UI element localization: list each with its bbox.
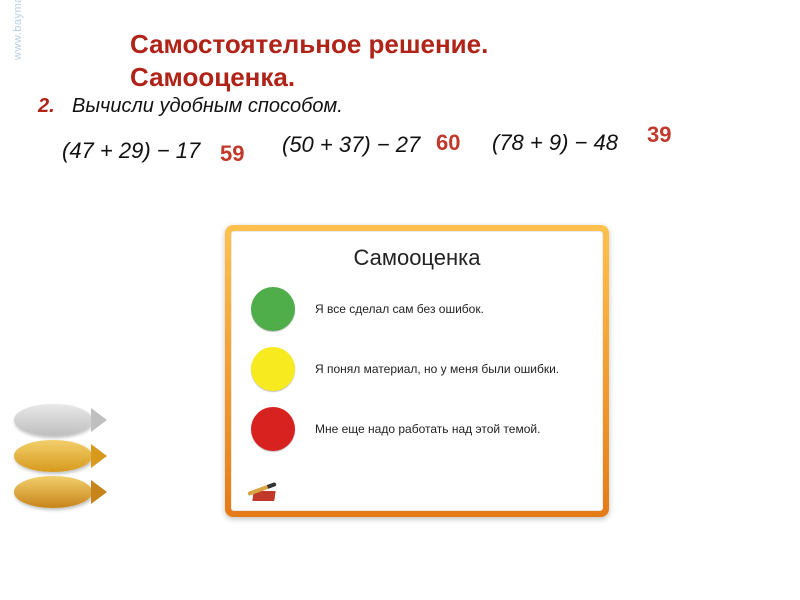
title-line-1: Самостоятельное решение. <box>130 29 488 59</box>
expressions-row: (47 + 29) − 17 59 (50 + 37) − 27 60 (78 … <box>62 130 722 170</box>
card-inner: Самооценка Я все сделал сам без ошибок. … <box>231 231 603 511</box>
answer-1: 59 <box>220 141 244 167</box>
assessment-text-yellow: Я понял материал, но у меня были ошибки. <box>315 361 559 377</box>
assessment-row-yellow: Я понял материал, но у меня были ошибки. <box>251 347 583 391</box>
status-dot-red <box>251 407 295 451</box>
expression-1: (47 + 29) − 17 <box>62 138 200 164</box>
assessment-text-red: Мне еще надо работать над этой темой. <box>315 421 540 437</box>
assessment-row-green: Я все сделал сам без ошибок. <box>251 287 583 331</box>
spiral-decoration <box>0 398 104 588</box>
spiral-ring-3 <box>14 476 92 508</box>
assessment-text-green: Я все сделал сам без ошибок. <box>315 301 484 317</box>
expression-2: (50 + 37) − 27 <box>282 132 420 158</box>
status-dot-yellow <box>251 347 295 391</box>
spiral-ring-2 <box>14 440 92 472</box>
self-assessment-card: Самооценка Я все сделал сам без ошибок. … <box>225 225 609 517</box>
task-instruction: Вычисли удобным способом. <box>72 95 343 118</box>
spiral-ring-1 <box>14 404 92 436</box>
assessment-row-red: Мне еще надо работать над этой темой. <box>251 407 583 451</box>
card-title: Самооценка <box>247 245 587 271</box>
watermark-text: www.baymaks... <box>12 0 24 60</box>
task-number: 2. <box>38 95 55 118</box>
answer-2: 60 <box>436 130 460 156</box>
answer-3: 39 <box>647 122 671 148</box>
books-pencil-icon <box>245 481 283 501</box>
expression-3: (78 + 9) − 48 <box>492 130 618 156</box>
title-line-2: Самооценка. <box>130 62 295 92</box>
page-title: Самостоятельное решение. Самооценка. <box>130 28 488 93</box>
status-dot-green <box>251 287 295 331</box>
